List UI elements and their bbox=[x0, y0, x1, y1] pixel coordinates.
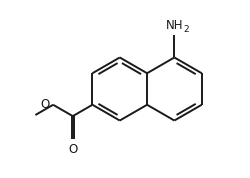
Text: NH: NH bbox=[166, 19, 183, 32]
Text: 2: 2 bbox=[183, 25, 189, 34]
Text: O: O bbox=[40, 98, 49, 111]
Text: O: O bbox=[68, 143, 78, 156]
